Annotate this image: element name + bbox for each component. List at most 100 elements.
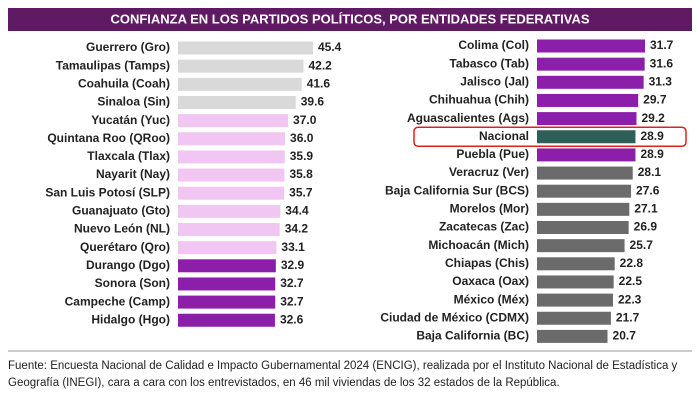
value-label: 22.8 xyxy=(620,256,644,270)
category-label: Morelos (Mor) xyxy=(450,202,529,216)
category-label: Nacional xyxy=(479,129,529,143)
category-label: Chiapas (Chis) xyxy=(445,256,529,270)
value-label: 35.9 xyxy=(290,149,314,163)
value-label: 32.7 xyxy=(280,276,304,290)
category-label: Sinaloa (Sin) xyxy=(97,95,170,109)
value-label: 28.9 xyxy=(640,147,664,161)
value-label: 27.6 xyxy=(636,183,660,197)
bar xyxy=(178,59,304,73)
bar xyxy=(178,95,296,109)
value-label: 34.4 xyxy=(285,204,309,218)
category-label: Baja California (BC) xyxy=(416,329,529,343)
title-bar xyxy=(8,8,692,31)
value-label: 25.7 xyxy=(630,238,654,252)
bar xyxy=(537,257,615,271)
bar xyxy=(537,57,645,71)
value-label: 27.1 xyxy=(634,202,658,216)
category-label: Baja California Sur (BCS) xyxy=(385,183,529,197)
bar xyxy=(178,295,276,309)
value-label: 28.1 xyxy=(638,165,662,179)
source-note: Fuente: Encuesta Nacional de Calidad e I… xyxy=(8,360,678,389)
value-label: 35.8 xyxy=(289,167,313,181)
category-label: Quintana Roo (QRoo) xyxy=(47,131,170,145)
bar xyxy=(178,241,277,255)
highlight-box xyxy=(413,126,687,147)
category-label: Veracruz (Ver) xyxy=(449,165,529,179)
value-label: 45.4 xyxy=(318,40,342,54)
category-label: Yucatán (Yuc) xyxy=(91,113,170,127)
category-label: Querétaro (Qro) xyxy=(80,240,170,254)
category-label: Guerrero (Gro) xyxy=(86,40,170,54)
category-label: Aguascalientes (Ags) xyxy=(407,111,529,125)
value-label: 33.1 xyxy=(281,240,305,254)
value-label: 35.7 xyxy=(289,185,313,199)
category-label: Durango (Dgo) xyxy=(86,258,170,272)
value-label: 28.9 xyxy=(640,129,664,143)
value-label: 21.7 xyxy=(616,310,640,324)
bar xyxy=(178,204,281,218)
bar xyxy=(178,313,275,327)
bar xyxy=(537,93,639,107)
bar xyxy=(178,114,289,128)
bar xyxy=(537,202,630,216)
bar xyxy=(178,150,285,164)
value-label: 29.2 xyxy=(641,111,665,125)
category-label: Nuevo León (NL) xyxy=(74,222,170,236)
bar xyxy=(537,329,608,343)
bar xyxy=(537,166,633,180)
category-label: México (Méx) xyxy=(454,292,529,306)
category-label: Campeche (Camp) xyxy=(65,294,170,308)
category-label: Michoacán (Mich) xyxy=(428,238,529,252)
value-label: 20.7 xyxy=(613,329,637,343)
bar xyxy=(537,75,644,89)
category-label: Tabasco (Tab) xyxy=(449,56,529,70)
value-label: 39.6 xyxy=(301,95,325,109)
value-label: 42.2 xyxy=(308,58,332,72)
category-label: Chihuahua (Chih) xyxy=(429,93,529,107)
bar xyxy=(178,223,280,236)
bar xyxy=(178,168,285,182)
value-label: 26.9 xyxy=(634,220,658,234)
category-label: Ciudad de México (CDMX) xyxy=(380,310,529,324)
value-label: 32.9 xyxy=(281,258,305,272)
bar xyxy=(537,221,629,234)
bar xyxy=(537,148,636,162)
bar xyxy=(537,130,636,144)
bar xyxy=(537,112,637,126)
value-label: 34.2 xyxy=(285,222,309,236)
value-label: 31.6 xyxy=(650,56,674,70)
category-label: San Luis Potosí (SLP) xyxy=(45,185,170,199)
category-label: Oaxaca (Oax) xyxy=(452,274,529,288)
category-label: Colima (Col) xyxy=(458,38,529,52)
bar xyxy=(537,184,632,198)
category-label: Zacatecas (Zac) xyxy=(439,220,529,234)
value-label: 36.0 xyxy=(290,131,314,145)
value-label: 31.7 xyxy=(650,38,674,52)
category-label: Jalisco (Jal) xyxy=(460,74,529,88)
value-label: 32.6 xyxy=(280,312,304,326)
chart-title: CONFIANZA EN LOS PARTIDOS POLÍTICOS, POR… xyxy=(110,11,589,26)
value-label: 22.3 xyxy=(618,292,642,306)
category-label: Puebla (Pue) xyxy=(456,147,529,161)
bar xyxy=(537,239,625,253)
bar xyxy=(178,132,286,146)
category-label: Hidalgo (Hgo) xyxy=(91,312,170,326)
bar xyxy=(178,277,276,291)
category-label: Coahuila (Coah) xyxy=(78,76,170,90)
category-label: Sonora (Son) xyxy=(95,276,170,290)
value-label: 37.0 xyxy=(293,113,317,127)
bar xyxy=(537,311,611,325)
bar xyxy=(178,77,302,91)
value-label: 31.3 xyxy=(649,74,673,88)
bar xyxy=(537,293,613,307)
value-label: 22.5 xyxy=(619,274,643,288)
category-label: Nayarit (Nay) xyxy=(96,167,170,181)
bar xyxy=(537,275,614,289)
value-label: 32.7 xyxy=(280,294,304,308)
value-label: 29.7 xyxy=(643,93,667,107)
value-label: 41.6 xyxy=(307,76,331,90)
bar xyxy=(537,39,645,53)
category-label: Tamaulipas (Tamps) xyxy=(56,58,170,72)
